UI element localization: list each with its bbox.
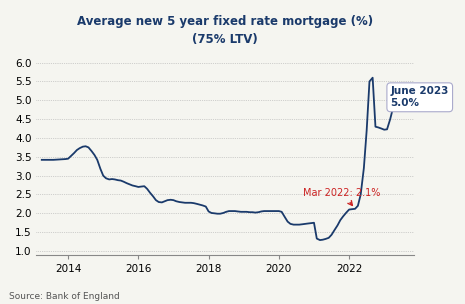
Text: June 2023
5.0%: June 2023 5.0% (391, 87, 449, 108)
Text: Source: Bank of England: Source: Bank of England (9, 292, 120, 301)
Text: Mar 2022: 2.1%: Mar 2022: 2.1% (304, 188, 381, 206)
Title: Average new 5 year fixed rate mortgage (%)
(75% LTV): Average new 5 year fixed rate mortgage (… (77, 15, 373, 46)
